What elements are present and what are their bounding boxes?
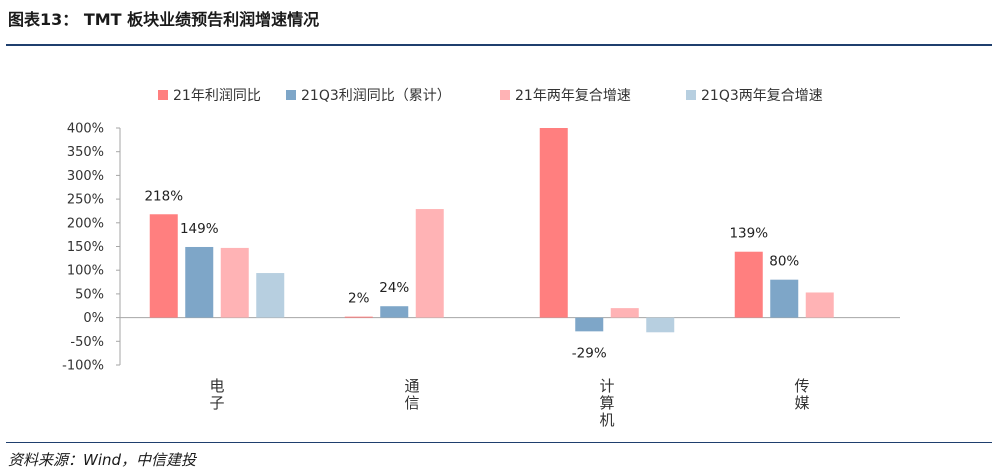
bar — [770, 279, 799, 318]
bars — [149, 128, 834, 333]
y-tick-label: -100% — [62, 359, 104, 374]
source-divider — [6, 442, 992, 443]
y-tick-label: 350% — [67, 145, 104, 160]
x-category-label: 传媒 — [794, 377, 809, 412]
legend-label: 21Q3两年复合增速 — [701, 87, 823, 104]
bar — [380, 306, 409, 318]
x-category-label: 电子 — [209, 377, 224, 412]
data-label: 139% — [729, 226, 768, 242]
title-divider — [6, 44, 992, 46]
bar — [646, 317, 675, 333]
data-label: 149% — [180, 221, 219, 237]
data-label: 2% — [348, 291, 370, 307]
y-tick-label: 200% — [67, 216, 104, 231]
y-tick-label: 250% — [67, 193, 104, 208]
legend-label: 21年两年复合增速 — [515, 87, 631, 104]
y-tick-label: -50% — [70, 335, 104, 350]
data-label: 80% — [769, 254, 799, 270]
bar — [539, 128, 568, 318]
bar — [344, 316, 373, 318]
y-axis: 400% 350% 300% 250% 200% 150% 100% 50% 0% -50% -10… — [62, 122, 121, 374]
y-tick-label: 400% — [67, 122, 104, 137]
x-axis: 电子 通信 计算机 传媒 — [120, 317, 900, 429]
data-labels: 218% 149% 2% 24% -29% 139%80% — [144, 188, 799, 361]
chart-title: 图表13： TMT 板块业绩预告利润增速情况 — [8, 10, 320, 29]
bar — [575, 317, 604, 332]
legend-swatch — [686, 90, 696, 100]
bar — [149, 214, 178, 318]
y-tick-label: 50% — [75, 287, 104, 302]
x-category-label: 计算机 — [599, 377, 614, 429]
legend-swatch — [500, 90, 510, 100]
y-tick-label: 150% — [67, 240, 104, 255]
data-label: 24% — [379, 280, 409, 296]
y-tick-label: 0% — [83, 311, 104, 326]
bar — [610, 308, 639, 318]
y-tick-label: 100% — [67, 264, 104, 279]
bar — [185, 246, 214, 318]
bar — [220, 247, 249, 318]
source-note: 资料来源：Wind，中信建投 — [8, 451, 197, 469]
bar — [734, 251, 763, 318]
legend-swatch — [158, 90, 168, 100]
legend: 21年利润同比 21Q3利润同比（累计） 21年两年复合增速 21Q3两年复合增速 — [158, 87, 823, 104]
y-tick-label: 300% — [67, 169, 104, 184]
legend-label: 21年利润同比 — [173, 88, 261, 104]
bar — [256, 273, 285, 318]
bar — [805, 292, 834, 318]
bar — [415, 209, 444, 318]
data-label: 218% — [144, 188, 183, 204]
legend-label: 21Q3利润同比（累计） — [301, 88, 451, 104]
data-label: -29% — [572, 345, 607, 361]
x-category-label: 通信 — [404, 377, 419, 412]
legend-swatch — [286, 90, 296, 100]
